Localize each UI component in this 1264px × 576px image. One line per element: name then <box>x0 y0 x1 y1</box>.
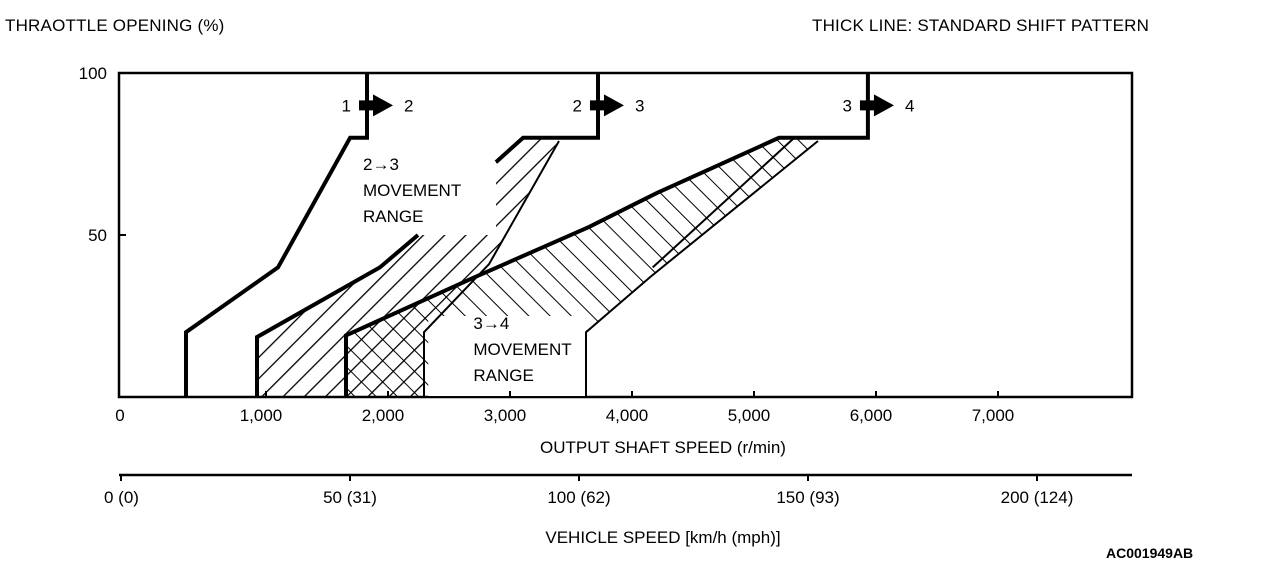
x-tick-label: 7,000 <box>972 406 1015 425</box>
x2-axis-title: VEHICLE SPEED [km/h (mph)] <box>545 528 780 547</box>
label-background <box>363 150 496 235</box>
x-tick-label: 6,000 <box>850 406 893 425</box>
shift-to-label: 2 <box>404 96 413 115</box>
x2-tick-label: 50 (31) <box>323 488 377 507</box>
x2-tick-label: 100 (62) <box>547 488 610 507</box>
shift-from-label: 3 <box>842 96 851 115</box>
annotation-range23-line: 2→3 <box>363 155 399 174</box>
shift-from-label: 1 <box>342 96 351 115</box>
annotation-range23-line: MOVEMENT <box>363 181 461 200</box>
x-tick-label: 4,000 <box>606 406 649 425</box>
x-tick-label: 5,000 <box>728 406 771 425</box>
x-tick-label: 1,000 <box>240 406 283 425</box>
x2-tick-label: 0 (0) <box>104 488 139 507</box>
y-tick-label: 100 <box>79 64 107 83</box>
shift-arrow-icon <box>859 94 894 117</box>
annotation-range34-line: RANGE <box>473 366 533 385</box>
label-background <box>428 316 587 397</box>
shift-arrow-icon <box>359 94 394 117</box>
series-3-4-movement-range-inner <box>652 137 795 269</box>
shift-to-label: 3 <box>635 96 644 115</box>
x2-tick-label: 200 (124) <box>1001 488 1074 507</box>
shift-arrow-icon <box>589 94 624 117</box>
series-2-3-movement-range-limit <box>423 140 560 397</box>
annotation-range34-line: 3→4 <box>473 314 509 333</box>
legend-note: THICK LINE: STANDARD SHIFT PATTERN <box>812 16 1150 35</box>
shift-to-label: 4 <box>905 96 914 115</box>
annotation-range23-line: RANGE <box>363 207 423 226</box>
x-tick-label: 0 <box>115 406 124 425</box>
shift-from-label: 2 <box>572 96 581 115</box>
series-2-3-standard-shift-lower- <box>255 233 420 397</box>
figure-code: AC001949AB <box>1106 545 1194 561</box>
y-tick-label: 50 <box>88 226 107 245</box>
series-1-2-standard-shift <box>184 73 369 397</box>
series-3-4-standard-shift <box>344 73 870 397</box>
x2-tick-label: 150 (93) <box>776 488 839 507</box>
x-axis-title: OUTPUT SHAFT SPEED (r/min) <box>540 438 786 457</box>
series-3-4-movement-range-limit <box>585 140 819 397</box>
annotation-range34-line: MOVEMENT <box>473 340 571 359</box>
x-tick-label: 3,000 <box>484 406 527 425</box>
y-axis-title: THRAOTTLE OPENING (%) <box>5 16 225 35</box>
x-tick-label: 2,000 <box>362 406 405 425</box>
